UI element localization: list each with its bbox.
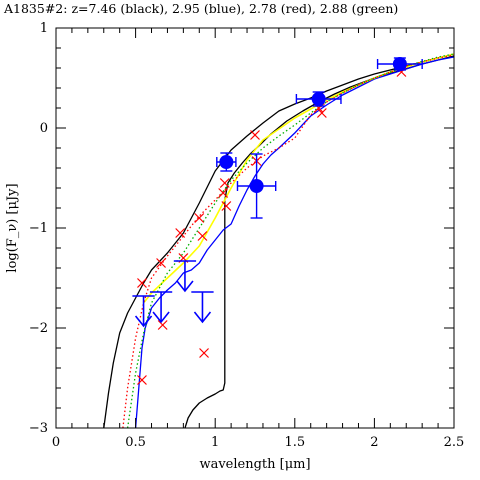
upper-limit-arrow — [132, 295, 155, 328]
cross-stroke — [316, 108, 327, 118]
cross-stroke — [221, 201, 232, 211]
axes: 0 0.5 1 1.5 2 2.5 −3 −2 −1 0 1 — [29, 21, 465, 450]
arrow-head — [176, 280, 194, 293]
cross-stroke — [137, 278, 147, 288]
series-line-yellow — [142, 53, 454, 304]
x-tick-label: 1.5 — [284, 435, 305, 450]
model-point-cross — [194, 213, 205, 223]
model-point-cross — [175, 228, 186, 238]
data-markers — [132, 57, 423, 385]
detection-point — [236, 153, 277, 219]
series-line-black — [184, 55, 454, 428]
model-point-cross — [316, 108, 327, 118]
model-point-cross — [156, 258, 166, 268]
detection-point — [376, 57, 423, 71]
x-tick-label: 1 — [211, 435, 219, 450]
cross-stroke — [156, 258, 166, 268]
model-point-cross — [199, 348, 209, 358]
arrow-head — [193, 311, 212, 324]
y-tick-label: 0 — [40, 121, 48, 136]
cross-stroke — [175, 228, 186, 238]
x-tick-label: 2.5 — [444, 435, 465, 450]
detection-marker — [311, 92, 326, 106]
model-point-cross — [157, 320, 168, 330]
series-line-black — [103, 53, 454, 428]
detection-marker — [249, 179, 264, 193]
detection-marker — [392, 57, 407, 71]
model-point-cross — [137, 375, 147, 385]
arrow-head — [134, 315, 153, 328]
model-point-cross — [137, 278, 147, 288]
cross-stroke — [137, 375, 147, 385]
y-tick-label: −1 — [29, 221, 48, 236]
y-axis-label: log(F_ν) [μJy] — [5, 183, 20, 272]
cross-stroke — [157, 320, 168, 330]
cross-stroke — [219, 178, 230, 188]
model-point-cross — [221, 201, 232, 211]
y-tick-label: −3 — [29, 421, 48, 436]
chart-title: A1835#2: z=7.46 (black), 2.95 (blue), 2.… — [4, 1, 399, 16]
x-tick-label: 2 — [370, 435, 378, 450]
detection-marker — [219, 155, 234, 169]
series-line-red — [122, 54, 454, 428]
y-tick-label: 1 — [40, 21, 48, 36]
x-axis-label: wavelength [μm] — [199, 457, 310, 472]
y-tick-label: −2 — [29, 321, 48, 336]
upper-limit-arrow — [173, 260, 197, 293]
upper-limit-arrow — [149, 291, 173, 324]
series-line-blue — [134, 56, 454, 428]
arrow-head — [152, 311, 170, 324]
model-curves — [103, 53, 454, 428]
plot-frame — [55, 27, 455, 429]
cross-stroke — [194, 213, 205, 223]
model-point-cross — [197, 231, 208, 241]
model-point-cross — [218, 188, 229, 198]
x-tick-label: 0.5 — [125, 435, 146, 450]
detection-point — [216, 152, 237, 172]
model-point-cross — [250, 130, 260, 140]
cross-stroke — [218, 188, 229, 198]
cross-stroke — [197, 231, 208, 241]
model-point-cross — [219, 178, 230, 188]
cross-stroke — [199, 348, 209, 358]
cross-stroke — [250, 130, 260, 140]
upper-limit-arrow — [191, 291, 214, 324]
detection-point — [295, 91, 342, 107]
x-tick-label: 0 — [52, 435, 60, 450]
